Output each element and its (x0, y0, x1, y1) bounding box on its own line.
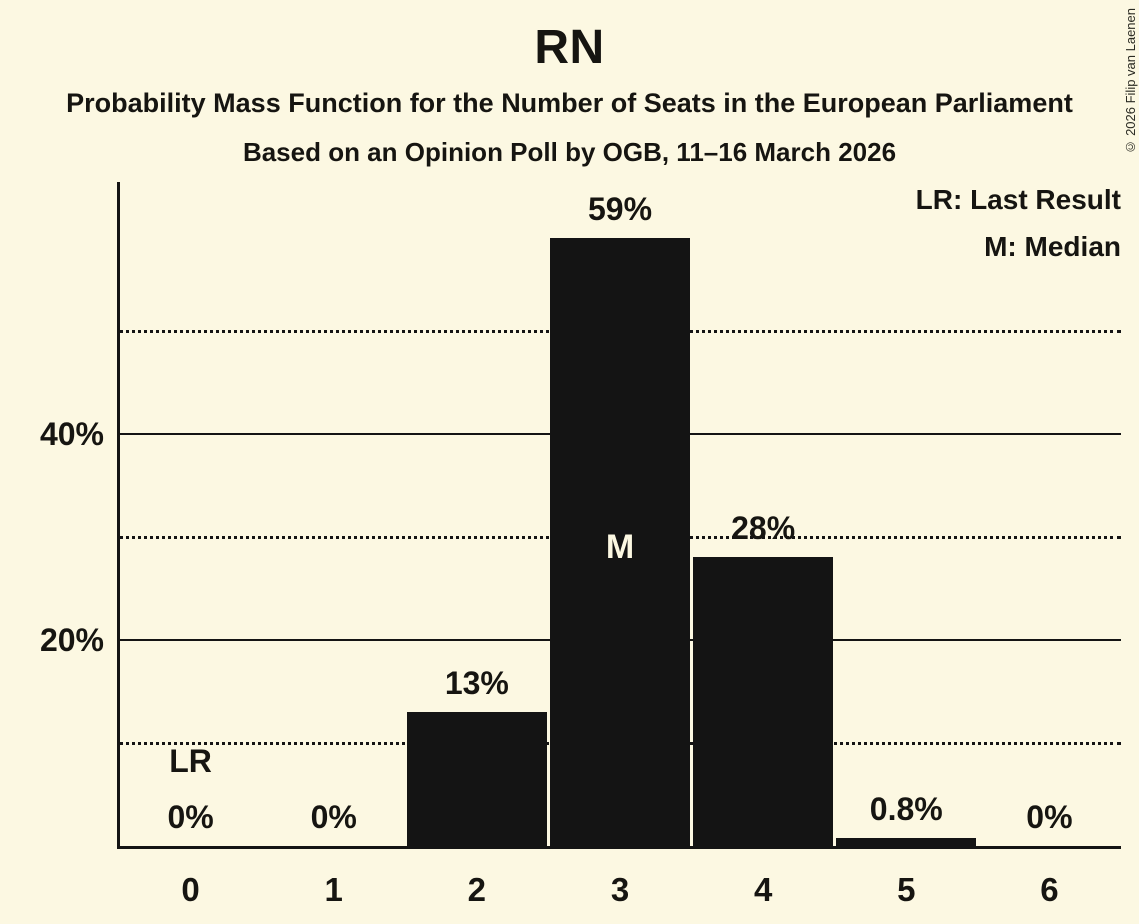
legend-last-result: LR: Last Result (915, 184, 1121, 215)
bar-value-label-seat-6: 0% (1026, 799, 1073, 835)
x-axis-label-seat-0: 0 (181, 871, 200, 908)
copyright-notice: © 2026 Filip van Laenen (1123, 8, 1138, 155)
bar-value-label-seat-5: 0.8% (869, 790, 943, 827)
y-axis-label-20pct: 20% (39, 621, 104, 658)
bar-value-label-seat-0: 0% (167, 799, 214, 835)
bar-seat-2 (406, 711, 547, 846)
x-axis-label-seat-1: 1 (324, 871, 343, 908)
bar-seat-3 (549, 237, 691, 846)
bar-seat-4 (693, 557, 834, 846)
y-axis (117, 182, 120, 849)
bar-value-label-seat-1: 0% (310, 799, 357, 835)
x-axis-label-seat-4: 4 (753, 871, 773, 908)
median-marker: M (605, 528, 635, 566)
x-axis-label-seat-6: 6 (1040, 871, 1059, 908)
x-axis (117, 846, 1121, 849)
x-axis-label-seat-5: 5 (897, 871, 916, 908)
y-axis-label-40pct: 40% (39, 415, 104, 452)
x-axis-label-seat-3: 3 (610, 871, 630, 908)
chart-title: RN (534, 21, 605, 74)
bar-value-label-seat-3: 59% (587, 190, 653, 227)
chart-subtitle: Probability Mass Function for the Number… (66, 88, 1073, 118)
x-axis-label-seat-2: 2 (467, 871, 487, 908)
last-result-marker: LR (169, 743, 212, 779)
bar-value-label-seat-4: 28% (731, 510, 796, 547)
bar-seat-5 (836, 837, 977, 846)
legend-median: M: Median (984, 231, 1121, 262)
bar-value-label-seat-2: 13% (444, 664, 509, 701)
chart-poll-source: Based on an Opinion Poll by OGB, 11–16 M… (242, 137, 897, 167)
